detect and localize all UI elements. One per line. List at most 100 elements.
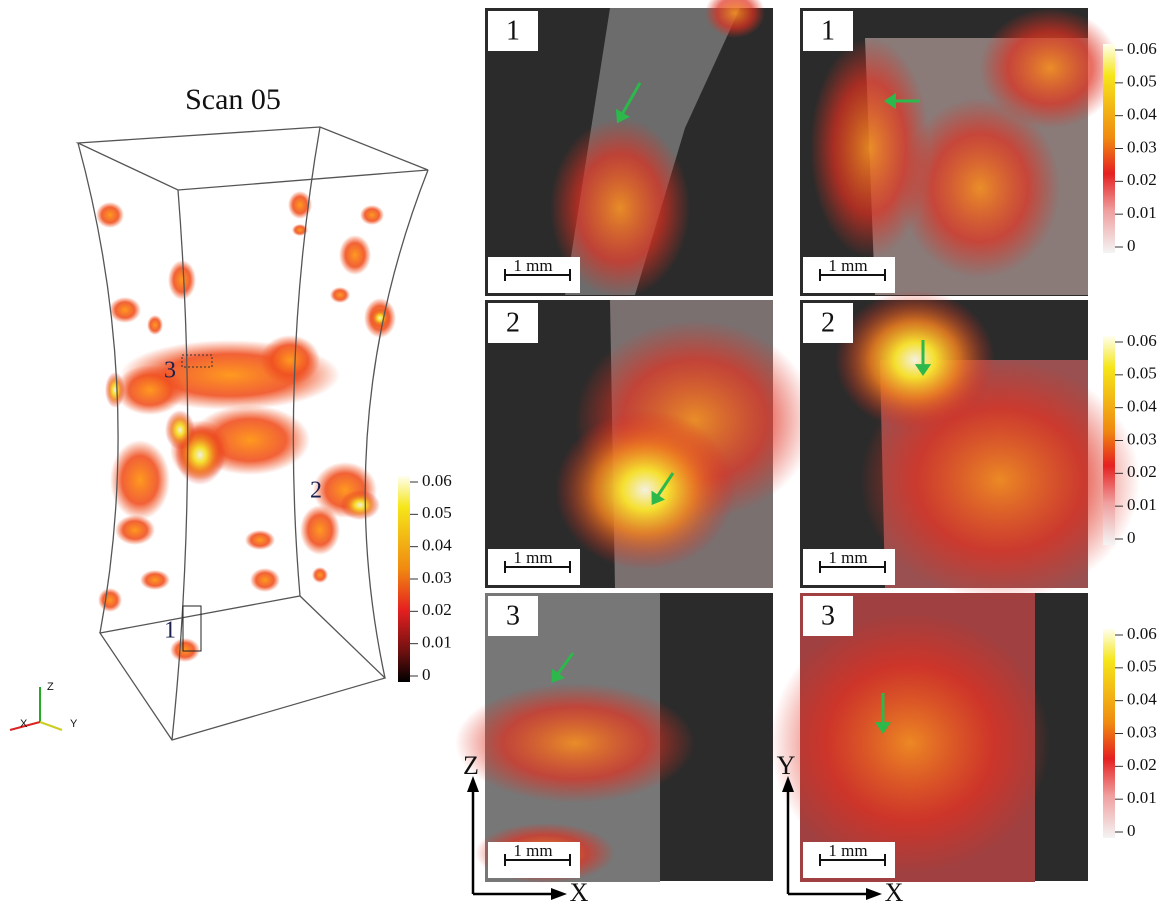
volume-title: Scan 05 (185, 83, 281, 116)
panel-label: 1 (821, 15, 835, 46)
density-blob (360, 205, 384, 225)
axis-arrowhead (866, 888, 882, 900)
slice-panel: 2 1 mm (485, 300, 815, 588)
scale-bar (819, 561, 886, 573)
scale-bar-label: 1 mm (513, 256, 552, 275)
scale-bar (819, 269, 886, 281)
colorbar-tick-label: 0.04 (1127, 105, 1157, 124)
density-blob (140, 570, 170, 590)
density-blob (292, 224, 308, 236)
slice-panel: 3 1 mm (770, 593, 1088, 882)
box-edge (292, 126, 321, 597)
panel-label: 3 (506, 600, 520, 631)
colorbar-tick-label: 0.01 (422, 633, 452, 652)
density-blob (115, 365, 185, 415)
colorbar-tick-label: 0.03 (422, 568, 452, 587)
colorbar (1103, 629, 1115, 838)
density-blob (147, 315, 163, 335)
density-blob (110, 440, 170, 520)
density-blob (330, 287, 350, 303)
green-arrowhead (874, 722, 892, 734)
triad-label: X (20, 718, 28, 730)
panel-label-box (488, 303, 538, 343)
box-edge (364, 169, 429, 679)
strain-overlay (770, 613, 1050, 873)
hot-spot (340, 490, 380, 520)
panel-label-box (488, 596, 538, 636)
density-blob (98, 588, 122, 612)
axis-label: Z (463, 751, 479, 780)
colorbar-tick-label: 0.04 (1127, 397, 1157, 416)
box-edge (171, 189, 189, 741)
region-box (181, 354, 213, 368)
scale-bar (504, 561, 571, 573)
scale-bar-label: 1 mm (828, 548, 867, 567)
volume-view: Scan 05 (185, 83, 281, 116)
density-blob (96, 202, 124, 228)
colorbar-tick-label: 0.06 (422, 471, 452, 490)
colorbar-tick-label: 0.01 (1127, 203, 1157, 222)
density-blob (115, 515, 155, 545)
slice-panel: 2 1 mm (800, 290, 1140, 600)
colorbar-tick-label: 0.05 (422, 503, 452, 522)
panel-label-box (803, 303, 853, 343)
density-blob (300, 505, 340, 555)
colorbar-tick-label: 0.05 (1127, 72, 1157, 91)
colorbar-tick-label: 0.01 (1127, 495, 1157, 514)
region-label: 2 (310, 478, 322, 504)
colorbar-tick-label: 0 (1127, 821, 1136, 840)
strain-overlay (980, 8, 1120, 128)
density-blob (170, 638, 200, 662)
panel-label: 3 (821, 600, 835, 631)
green-arrow (618, 82, 642, 119)
colorbar-tick-label: 0.04 (422, 536, 452, 555)
hot-spot (105, 372, 125, 408)
colorbar (1103, 44, 1115, 253)
colorbar-tick-label: 0.01 (1127, 788, 1157, 807)
triad-axis (39, 721, 63, 731)
strain-overlay (705, 0, 765, 38)
box-edge (75, 126, 429, 191)
scale-bar-label: 1 mm (513, 548, 552, 567)
strain-overlay (900, 98, 1060, 278)
box-edge (98, 595, 387, 741)
density-blob (250, 568, 280, 592)
colorbar-tick-label: 0.03 (1127, 137, 1157, 156)
colorbar-tick-label: 0.02 (422, 600, 452, 619)
colorbar-tick-label: 0.02 (1127, 462, 1157, 481)
box-edge (77, 142, 119, 634)
axis-arrowhead (782, 776, 794, 792)
colorbar-tick-label: 0.06 (1127, 331, 1157, 350)
region-label: 3 (164, 358, 176, 384)
scale-bar-label: 1 mm (513, 841, 552, 860)
colorbar-tick-label: 0.04 (1127, 690, 1157, 709)
density-blob (109, 297, 141, 323)
colorbar-tick-label: 0.06 (1127, 624, 1157, 643)
scale-bar-label: 1 mm (828, 256, 867, 275)
panel-label-box (803, 11, 853, 51)
axis-arrow (786, 788, 870, 896)
region-label: 1 (164, 618, 176, 644)
colorbar-tick-label: 0.06 (1127, 39, 1157, 58)
triad-label: Y (70, 718, 78, 730)
axis-label: X (885, 878, 904, 907)
green-arrowhead (551, 668, 565, 683)
density-blob (339, 235, 371, 275)
density-blob (245, 530, 275, 550)
colorbar-tick-label: 0.05 (1127, 657, 1157, 676)
panel-label-box (803, 596, 853, 636)
panel-label: 1 (506, 15, 520, 46)
colorbar-tick-label: 0 (1127, 528, 1136, 547)
colorbar-tick-label: 0 (422, 665, 431, 684)
strain-overlay (555, 410, 735, 570)
slice-panel: 1 1 mm (800, 8, 1120, 296)
panel-label: 2 (821, 307, 835, 338)
colorbar-tick-label: 0.02 (1127, 755, 1157, 774)
density-blob (168, 260, 196, 300)
colorbar-tick-label: 0.05 (1127, 364, 1157, 383)
panel-label: 2 (506, 307, 520, 338)
green-arrowhead (615, 108, 630, 124)
green-arrowhead (651, 490, 665, 505)
green-arrowhead (884, 92, 896, 110)
